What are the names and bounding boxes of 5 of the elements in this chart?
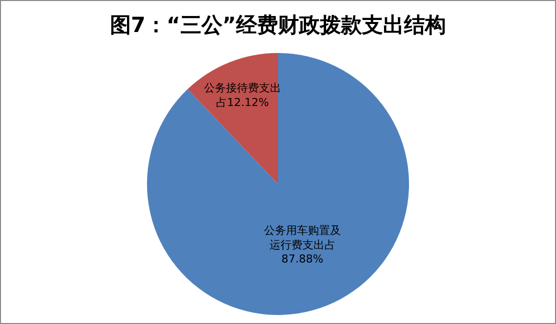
chart-title: 图7：“三公”经费财政拨款支出结构 [110,12,446,37]
pie-slice [188,53,278,184]
pie-slice [147,53,409,315]
data-label: 87.88% [281,252,324,266]
slice-label: 公务用车购置及运行费支出占 [264,224,341,252]
